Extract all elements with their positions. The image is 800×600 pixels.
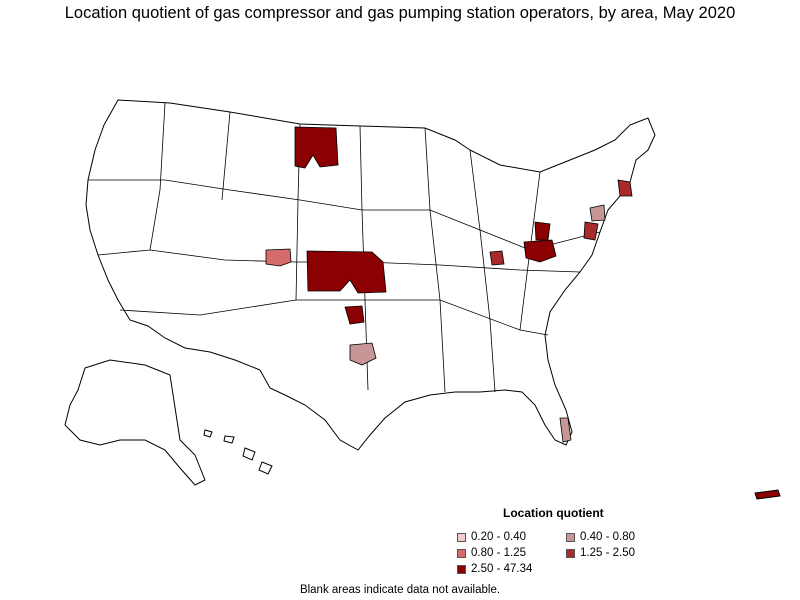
area-pennsylvania — [534, 221, 551, 241]
area-new-york — [589, 204, 606, 222]
alaska-outline — [64, 359, 206, 486]
area-massachusetts — [617, 179, 633, 197]
map-title: Location quotient of gas compressor and … — [64, 4, 736, 22]
area-kentucky — [489, 250, 505, 266]
area-texas-east — [349, 342, 377, 366]
legend-item-3: 0.80 - 1.25 — [457, 547, 526, 559]
legend-item-5: 2.50 - 47.34 — [457, 563, 532, 575]
legend-title: Location quotient — [503, 506, 604, 520]
legend-label-1: 0.20 - 0.40 — [471, 531, 526, 543]
legend-item-2: 0.40 - 0.80 — [566, 531, 635, 543]
legend-swatch-5 — [457, 564, 466, 574]
legend-swatch-4 — [566, 548, 575, 558]
hawaii-islands — [203, 429, 273, 475]
legend-swatch-1 — [457, 532, 466, 542]
legend-label-3: 0.80 - 1.25 — [471, 547, 526, 559]
area-new-jersey — [583, 221, 599, 241]
legend-label-5: 2.50 - 47.34 — [471, 563, 533, 575]
area-florida — [559, 417, 572, 443]
legend-label-4: 1.25 - 2.50 — [580, 547, 635, 559]
area-north-dakota — [294, 126, 339, 169]
area-kansas — [306, 250, 387, 294]
legend-label-2: 0.40 - 0.80 — [580, 531, 635, 543]
legend-swatch-2 — [566, 532, 575, 542]
legend-item-1: 0.20 - 0.40 — [457, 531, 526, 543]
area-oklahoma — [344, 305, 365, 325]
legend-swatch-3 — [457, 548, 466, 558]
area-colorado — [265, 248, 292, 267]
legend-item-4: 1.25 - 2.50 — [566, 547, 635, 559]
shaded-areas — [265, 126, 633, 443]
puerto-rico — [754, 489, 781, 500]
map-footnote: Blank areas indicate data not available. — [299, 584, 501, 596]
